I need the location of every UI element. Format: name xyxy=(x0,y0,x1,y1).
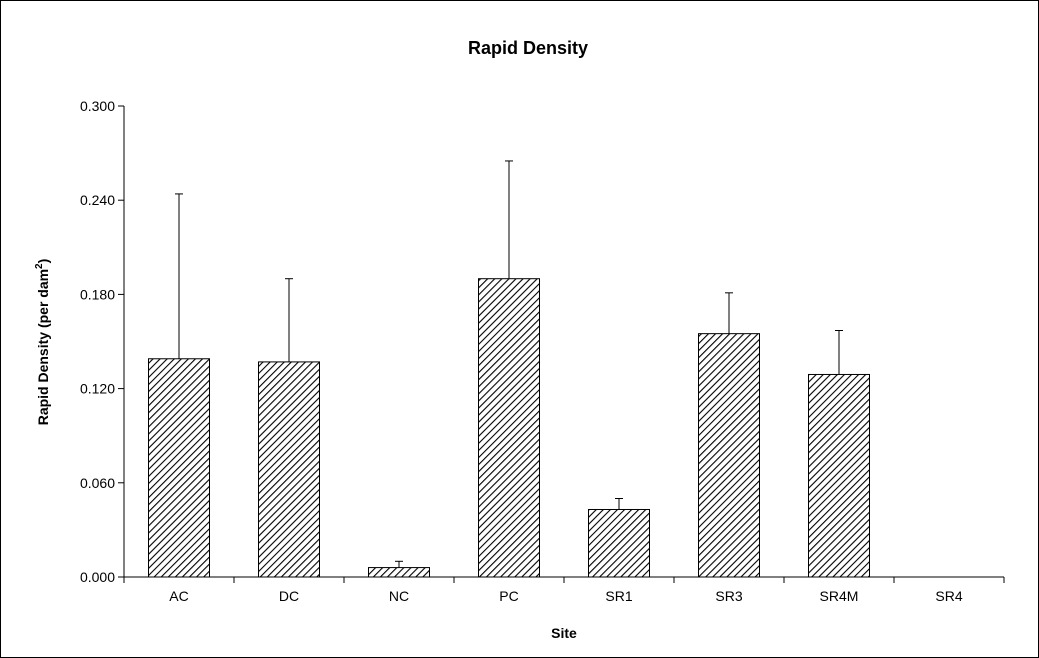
y-axis-label-suffix: ) xyxy=(35,259,51,264)
y-tick-label: 0.240 xyxy=(80,192,115,208)
bar-sr3 xyxy=(698,333,760,578)
x-tick-label: SR3 xyxy=(715,588,742,604)
x-tick-label: SR4 xyxy=(935,588,962,604)
x-tick-label: NC xyxy=(389,588,409,604)
bar-ac xyxy=(148,358,210,578)
x-tick-label: AC xyxy=(169,588,188,604)
x-tick-label: DC xyxy=(279,588,299,604)
x-tick-label: SR4M xyxy=(820,588,859,604)
bar-sr4m xyxy=(808,373,870,578)
y-tick-label: 0.120 xyxy=(80,381,115,397)
y-tick-label: 0.060 xyxy=(80,475,115,491)
y-tick-label: 0.300 xyxy=(80,98,115,114)
y-axis-label: Rapid Density (per dam2) xyxy=(34,259,51,426)
y-tick-label: 0.180 xyxy=(80,286,115,302)
bar-pc xyxy=(478,278,540,578)
x-tick-label: PC xyxy=(499,588,518,604)
x-axis-label: Site xyxy=(551,625,577,641)
x-tick-label: SR1 xyxy=(605,588,632,604)
plot-area: 0.000 0.060 0.120 0.180 0.240 0.300 AC DC NC PC SR… xyxy=(80,98,1005,604)
bar-nc xyxy=(368,567,430,578)
bar-sr1 xyxy=(588,508,650,578)
y-axis-label-superscript: 2 xyxy=(34,263,45,269)
bar-dc xyxy=(258,361,320,578)
y-axis-label-main: Rapid Density (per dam xyxy=(35,269,51,425)
chart-title: Rapid Density xyxy=(468,38,588,58)
y-tick-label: 0.000 xyxy=(80,569,115,585)
